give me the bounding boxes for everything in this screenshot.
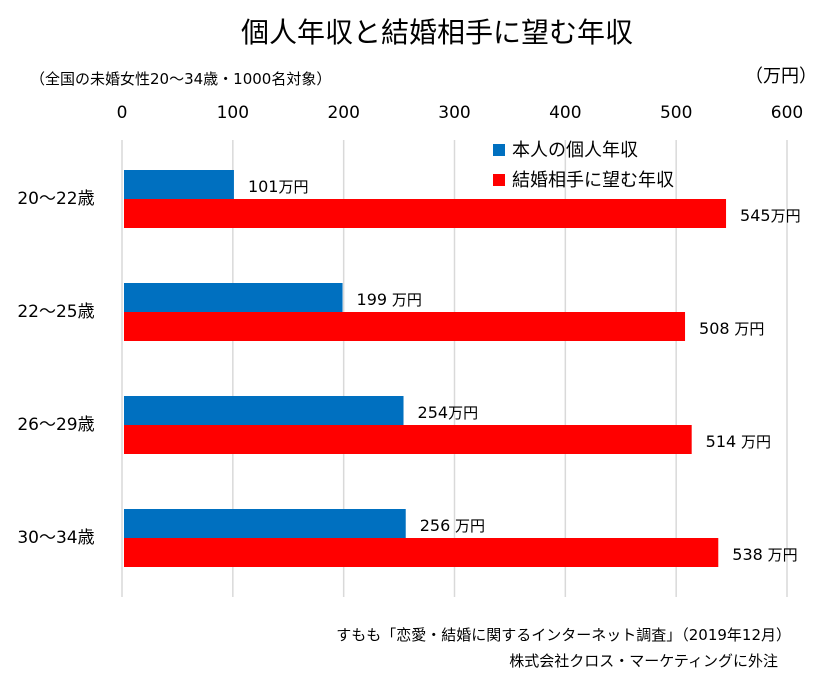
legend-swatch — [493, 144, 505, 156]
data-label: 538 万円 — [732, 545, 797, 564]
x-tick-label: 300 — [438, 103, 470, 123]
legend-label: 結婚相手に望む年収 — [512, 170, 674, 191]
unit-label: （万円） — [745, 66, 817, 87]
category-label: 30〜34歳 — [17, 528, 94, 548]
source-line-1: すもも「恋愛・結婚に関するインターネット調査」（2019年12月） — [336, 626, 791, 644]
x-tick-label: 0 — [117, 103, 128, 123]
bar-own-income — [124, 170, 234, 199]
source-line-2: 株式会社クロス・マーケティングに外注 — [509, 652, 778, 670]
category-label: 26〜29歳 — [17, 415, 94, 435]
bar-own-income — [124, 396, 404, 425]
x-tick-label: 200 — [327, 103, 359, 123]
data-label: 199 万円 — [357, 290, 422, 309]
data-label: 514 万円 — [706, 432, 771, 451]
data-label: 254万円 — [418, 403, 479, 422]
legend-label: 本人の個人年収 — [512, 140, 638, 161]
category-label: 22〜25歳 — [17, 302, 94, 322]
chart-subtitle: （全国の未婚女性20〜34歳・1000名対象） — [30, 70, 331, 88]
data-label: 545万円 — [740, 206, 801, 225]
category-label: 20〜22歳 — [17, 189, 94, 209]
legend-swatch — [493, 174, 505, 186]
x-tick-label: 500 — [660, 103, 692, 123]
data-label: 508 万円 — [699, 319, 764, 338]
data-label: 256 万円 — [420, 516, 485, 535]
bar-own-income — [124, 509, 406, 538]
bar-desired-income — [124, 312, 686, 341]
x-tick-label: 600 — [771, 103, 803, 123]
bar-desired-income — [124, 199, 727, 228]
x-tick-label: 100 — [217, 103, 249, 123]
chart-title: 個人年収と結婚相手に望む年収 — [241, 16, 633, 49]
bar-desired-income — [124, 425, 692, 454]
bar-own-income — [124, 283, 343, 312]
x-tick-label: 400 — [549, 103, 581, 123]
bar-desired-income — [124, 538, 719, 567]
data-label: 101万円 — [248, 177, 309, 196]
